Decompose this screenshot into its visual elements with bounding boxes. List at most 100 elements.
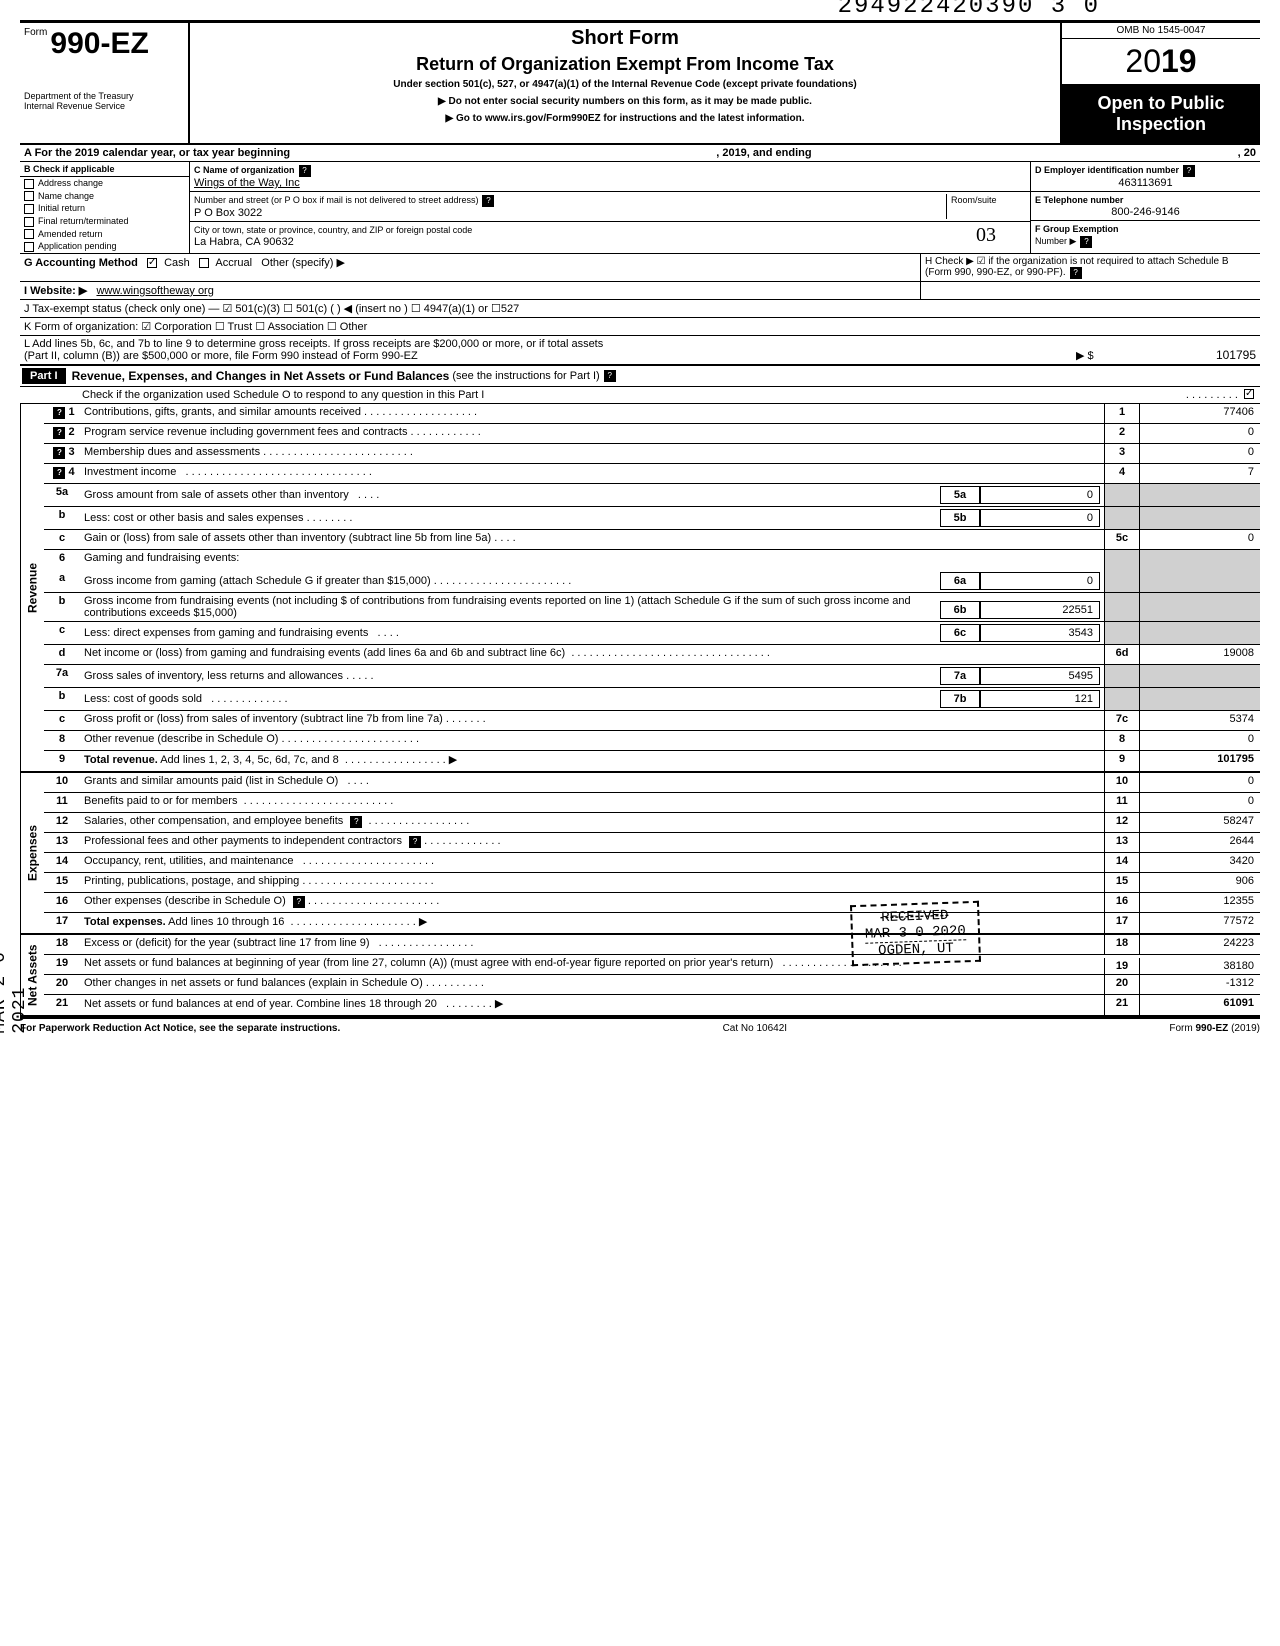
line-19-amt: 38180 (1140, 958, 1260, 974)
line-3-desc: Membership dues and assessments . . . . … (80, 444, 1104, 463)
line-k: K Form of organization: ☑ Corporation ☐ … (20, 318, 1260, 336)
line-6b-val: 22551 (980, 601, 1100, 619)
section-f-number: Number ▶ (1035, 236, 1076, 246)
other-label: Other (specify) ▶ (261, 257, 345, 269)
accrual-label: Accrual (215, 257, 252, 269)
line-l-2: (Part II, column (B)) are $500,000 or mo… (24, 350, 1076, 362)
line-7b-val: 121 (980, 690, 1100, 708)
line-a-suffix: , 20 (1238, 147, 1256, 159)
city-label: City or town, state or province, country… (194, 225, 472, 235)
line-2-desc: Program service revenue including govern… (80, 424, 1104, 443)
line-l-value: 101795 (1136, 348, 1256, 362)
line-10-desc: Grants and similar amounts paid (list in… (80, 773, 1104, 792)
line-7a-val: 5495 (980, 667, 1100, 685)
line-5c-desc: Gain or (loss) from sale of assets other… (80, 530, 1104, 549)
line-15-desc: Printing, publications, postage, and shi… (80, 873, 1104, 892)
footer-mid: Cat No 10642I (723, 1023, 788, 1034)
org-address: P O Box 3022 (194, 207, 262, 219)
website: www.wingsoftheway org (96, 285, 213, 297)
line-6d-amt: 19008 (1140, 645, 1260, 664)
chk-amended[interactable]: Amended return (20, 228, 189, 241)
help-icon: ? (482, 195, 494, 207)
line-5b-desc: Less: cost or other basis and sales expe… (84, 512, 940, 524)
line-9-amt: 101795 (1140, 751, 1260, 771)
line-6c-desc: Less: direct expenses from gaming and fu… (84, 627, 940, 639)
line-6d-desc: Net income or (loss) from gaming and fun… (80, 645, 1104, 664)
line-3-amt: 0 (1140, 444, 1260, 463)
line-13-desc: Professional fees and other payments to … (80, 833, 1104, 852)
line-i-label: I Website: ▶ (24, 285, 87, 297)
line-2-amt: 0 (1140, 424, 1260, 443)
omb-number: OMB No 1545-0047 (1062, 23, 1260, 39)
line-l-1: L Add lines 5b, 6c, and 7b to line 9 to … (24, 338, 1076, 350)
line-4-desc: Investment income . . . . . . . . . . . … (80, 464, 1104, 483)
line-11-amt: 0 (1140, 793, 1260, 812)
line-a-mid: , 2019, and ending (716, 147, 811, 159)
line-14-amt: 3420 (1140, 853, 1260, 872)
line-21-amt: 61091 (1140, 995, 1260, 1015)
chk-schedule-o[interactable] (1244, 389, 1254, 399)
help-icon: ? (1080, 236, 1092, 248)
return-title: Return of Organization Exempt From Incom… (194, 54, 1056, 75)
line-14-desc: Occupancy, rent, utilities, and maintena… (80, 853, 1104, 872)
help-icon: ? (299, 165, 311, 177)
line-11-desc: Benefits paid to or for members . . . . … (80, 793, 1104, 812)
section-b: B Check if applicable Address change Nam… (20, 162, 190, 253)
line-13-amt: 2644 (1140, 833, 1260, 852)
form-number: 990-EZ (50, 27, 148, 60)
chk-accrual[interactable] (199, 258, 209, 268)
line-5b-val: 0 (980, 509, 1100, 527)
line-20-amt: -1312 (1140, 975, 1260, 994)
line-10-amt: 0 (1140, 773, 1260, 792)
chk-address-change[interactable]: Address change (20, 177, 189, 190)
line-7b-desc: Less: cost of goods sold . . . . . . . .… (84, 693, 940, 705)
help-icon: ? (1070, 267, 1082, 279)
line-6a-desc: Gross income from gaming (attach Schedul… (84, 575, 940, 587)
line-18-amt: 24223 (1140, 935, 1260, 954)
side-expenses: Expenses (20, 773, 44, 933)
line-12-desc: Salaries, other compensation, and employ… (80, 813, 1104, 832)
line-8-amt: 0 (1140, 731, 1260, 750)
cash-label: Cash (164, 257, 190, 269)
line-17-amt: 77572 (1140, 913, 1260, 933)
ein: 463113691 (1035, 177, 1256, 189)
line-12-amt: 58247 (1140, 813, 1260, 832)
section-b-header: B Check if applicable (20, 162, 189, 177)
tax-year: 2019 (1062, 39, 1260, 85)
chk-initial-return[interactable]: Initial return (20, 202, 189, 215)
org-name: Wings of the Way, Inc (194, 177, 300, 189)
line-6-desc: Gaming and fundraising events: (80, 550, 1104, 570)
line-4-box: 4 (1104, 464, 1140, 483)
line-j: J Tax-exempt status (check only one) — ☑… (20, 300, 1260, 318)
line-5c-amt: 0 (1140, 530, 1260, 549)
part1-title-suffix: (see the instructions for Part I) (452, 370, 599, 382)
line-a-prefix: A For the 2019 calendar year, or tax yea… (24, 147, 290, 159)
line-7c-amt: 5374 (1140, 711, 1260, 730)
line-l-arrow: ▶ $ (1076, 349, 1136, 362)
line-a: A For the 2019 calendar year, or tax yea… (20, 145, 1260, 162)
line-7c-desc: Gross profit or (loss) from sales of inv… (80, 711, 1104, 730)
line-1-amt: 77406 (1140, 404, 1260, 423)
org-city: La Habra, CA 90632 (194, 236, 294, 248)
chk-application-pending[interactable]: Application pending (20, 240, 189, 253)
help-icon: ? (604, 370, 616, 382)
phone: 800-246-9146 (1035, 206, 1256, 218)
section-e-label: E Telephone number (1035, 195, 1123, 205)
line-4-amt: 7 (1140, 464, 1260, 483)
under-section: Under section 501(c), 527, or 4947(a)(1)… (194, 79, 1056, 90)
stamp-scanned: SCANNED MAR 2 6 2021 (0, 923, 30, 1034)
part1-check-line: Check if the organization used Schedule … (82, 389, 1186, 401)
chk-cash[interactable] (147, 258, 157, 268)
chk-name-change[interactable]: Name change (20, 190, 189, 203)
addr-label: Number and street (or P O box if mail is… (194, 195, 478, 205)
instruction-ssn: ▶ Do not enter social security numbers o… (194, 96, 1056, 107)
line-15-amt: 906 (1140, 873, 1260, 892)
room-label: Room/suite (951, 195, 997, 205)
chk-final-return[interactable]: Final return/terminated (20, 215, 189, 228)
stamp-received: RECEIVED MAR 3 0 2020 OGDEN, UT (850, 901, 981, 966)
form-prefix: Form (24, 27, 47, 38)
line-9-desc: Total revenue. Add lines 1, 2, 3, 4, 5c,… (80, 751, 1104, 771)
line-3-box: 3 (1104, 444, 1140, 463)
footer-left: For Paperwork Reduction Act Notice, see … (20, 1023, 340, 1034)
line-5a-val: 0 (980, 486, 1100, 504)
